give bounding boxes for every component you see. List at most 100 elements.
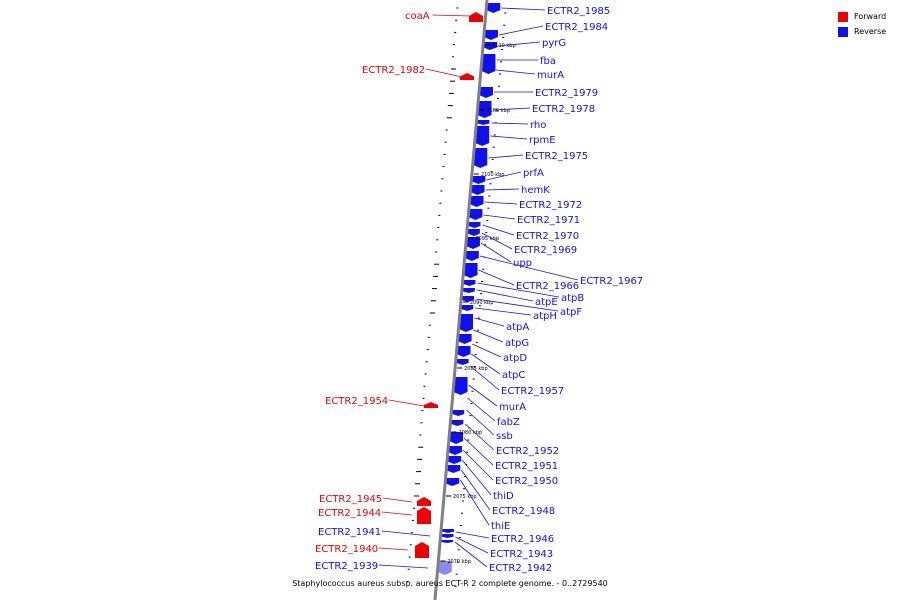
reverse-gene-label: prfA xyxy=(523,168,544,179)
kbp-tick-label: 2080 kbp xyxy=(459,430,483,436)
reverse-gene xyxy=(477,101,492,118)
kbp-tick-label: 2095 kbp xyxy=(475,236,499,242)
reverse-gene-label: ECTR2_1979 xyxy=(535,88,598,99)
reverse-gene xyxy=(473,148,488,168)
reverse-leader-line xyxy=(460,469,491,511)
reverse-leader-line xyxy=(486,171,522,181)
reverse-gene xyxy=(459,314,474,332)
reverse-leader-line xyxy=(485,188,520,191)
reverse-leader-line xyxy=(491,122,529,125)
reverse-gene xyxy=(452,410,465,416)
reverse-gene-label: murA xyxy=(499,402,526,413)
reverse-gene xyxy=(463,263,478,278)
reverse-gene-label: ECTR2_1948 xyxy=(492,506,555,517)
forward-leader-line xyxy=(432,14,471,17)
forward-gene-label: ECTR2_1944 xyxy=(318,508,381,519)
reverse-gene xyxy=(441,529,454,533)
kbp-tick-label: 2100 kbp xyxy=(481,172,505,178)
reverse-leader-line xyxy=(378,564,429,569)
gene-labels: coaA ECTR2_1982 ECTR2_1954 ECTR2_1945 ECTR2_… xyxy=(315,6,643,574)
reverse-leader-line xyxy=(467,397,496,422)
forward-gene xyxy=(417,497,431,506)
forward-gene xyxy=(469,12,483,22)
reverse-leader-line xyxy=(477,282,560,298)
reverse-gene xyxy=(441,540,454,543)
reverse-leader-line xyxy=(466,409,495,436)
reverse-leader-line xyxy=(475,307,532,316)
reverse-gene xyxy=(446,465,461,473)
reverse-gene-label: rho xyxy=(530,120,546,131)
reverse-gene xyxy=(475,126,490,146)
reverse-gene-label: thiE xyxy=(491,521,510,532)
reverse-gene xyxy=(477,120,490,125)
reverse-gene-label: atpC xyxy=(502,370,525,381)
forward-leader-line xyxy=(381,511,413,516)
reverse-gene xyxy=(447,456,462,464)
reverse-gene-label: atpD xyxy=(503,353,527,364)
reverse-gene xyxy=(449,432,464,444)
reverse-gene-label: ECTR2_1971 xyxy=(517,215,580,226)
reverse-gene xyxy=(483,42,498,50)
forward-swatch xyxy=(838,11,848,22)
forward-leader-line xyxy=(378,547,409,551)
reverse-gene-label: pyrG xyxy=(542,38,566,49)
reverse-gene xyxy=(437,561,452,575)
reverse-gene xyxy=(469,196,484,207)
reverse-gene-label: ECTR2_1972 xyxy=(519,200,582,211)
kbp-tick-label: 2075 kbp xyxy=(453,494,477,500)
genome-axis xyxy=(433,0,489,600)
reverse-gene-label: murA xyxy=(537,70,564,81)
reverse-leader-line xyxy=(482,224,515,236)
reverse-gene xyxy=(456,346,471,357)
reverse-gene-label: ECTR2_1950 xyxy=(495,476,558,487)
reverse-leader-line xyxy=(460,479,490,526)
reverse-gene-label: ECTR2_1985 xyxy=(547,6,610,17)
reverse-gene xyxy=(462,288,475,293)
kbp-tick-label: 2090 kbp xyxy=(470,300,494,306)
reverse-gene xyxy=(468,209,483,220)
reverse-leader-line xyxy=(501,7,546,11)
reverse-leader-line xyxy=(478,269,515,286)
reverse-leader-line xyxy=(488,154,524,159)
reverse-gene-label: ECTR2_1984 xyxy=(545,22,608,33)
reverse-gene-label: upp xyxy=(513,258,532,269)
legend: Forward Reverse xyxy=(838,9,886,39)
reverse-gene-label: rpmE xyxy=(529,135,556,146)
genome-caption: Staphylococcus aureus subsp. aureus ECT-… xyxy=(292,579,608,588)
reverse-gene-label: fba xyxy=(540,56,556,67)
reverse-gene xyxy=(470,185,485,195)
reverse-gene xyxy=(481,54,496,74)
reverse-leader-line xyxy=(381,530,431,537)
reverse-leader-line xyxy=(464,423,495,451)
reverse-gene xyxy=(465,237,480,249)
reverse-gene xyxy=(453,377,468,395)
reverse-leader-line xyxy=(473,329,504,343)
reverse-gene-label: ECTR2_1978 xyxy=(532,104,595,115)
reverse-leader-line xyxy=(474,317,505,327)
reverse-gene-label: atpB xyxy=(561,293,584,304)
reverse-gene-label: thiD xyxy=(493,491,514,502)
forward-gene-label: ECTR2_1945 xyxy=(319,494,382,505)
reverse-gene xyxy=(486,3,501,13)
reverse-gene xyxy=(467,229,480,236)
reverse-gene xyxy=(447,446,462,455)
forward-gene xyxy=(460,73,474,80)
reverse-gene xyxy=(468,222,481,228)
reverse-gene-label: ECTR2_1951 xyxy=(495,461,558,472)
reverse-leader-line xyxy=(498,25,544,36)
reverse-leader-line xyxy=(492,107,531,111)
reverse-leader-line xyxy=(481,232,513,250)
forward-gene-label: ECTR2_1940 xyxy=(315,544,378,555)
kbp-tick-label: 2070 kbp xyxy=(447,559,471,565)
reverse-gene xyxy=(483,30,498,40)
reverse-gene-label: atpE xyxy=(535,297,558,308)
reverse-gene xyxy=(451,420,464,426)
reverse-gene xyxy=(463,280,476,286)
reverse-gene-label: hemK xyxy=(521,185,550,196)
reverse-leader-line xyxy=(471,353,501,375)
reverse-leader-line xyxy=(454,541,488,568)
reverse-leader-line xyxy=(476,289,534,302)
legend-reverse: Reverse xyxy=(838,24,886,39)
reverse-leader-line xyxy=(483,214,516,220)
forward-gene-label: coaA xyxy=(405,11,430,22)
